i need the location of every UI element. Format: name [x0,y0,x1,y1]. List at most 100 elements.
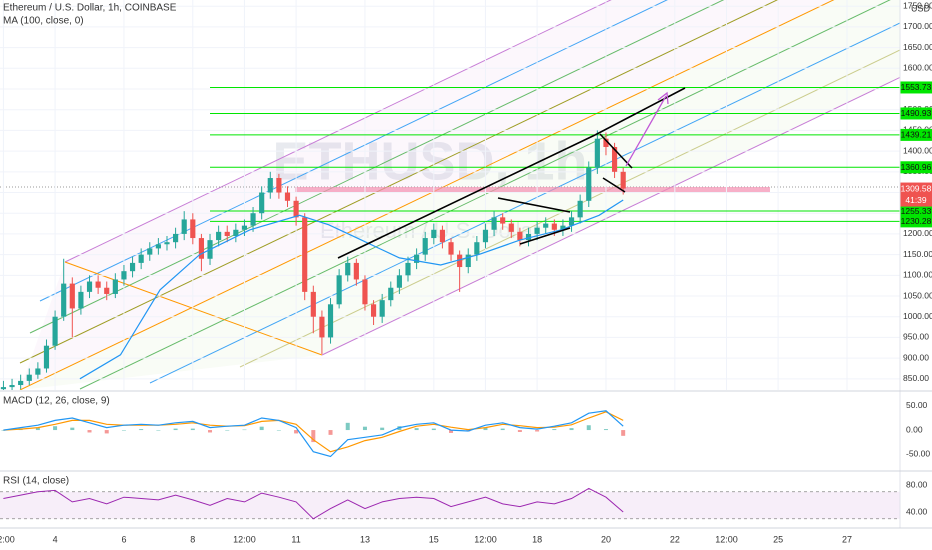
candles [0,130,626,390]
histogram-bar [70,427,75,431]
candle-body [259,192,265,214]
y-tick-label: 1000.00 [903,311,932,321]
y-tick-label: 900.00 [903,352,929,362]
candle-body [525,233,532,241]
histogram-bar [535,430,540,432]
y-tick-label: -50.00 [906,448,930,458]
histogram-bar [569,428,574,431]
y-tick-label: 1200.00 [903,228,932,238]
candle-body [379,300,385,317]
x-tick-label: 13 [360,534,370,544]
y-tick-label: 850.00 [903,373,929,383]
flag-line [599,133,633,169]
histogram-bar [87,430,92,433]
ma-line [79,199,624,380]
x-tick-label: 6 [121,534,126,544]
candle-body [568,217,575,226]
candle-body [327,304,334,338]
rsi-line [3,487,624,520]
candle-body [336,275,342,305]
histogram-bar [242,429,247,431]
histogram-bar [586,425,591,431]
level-label: 1490.93 [901,108,932,118]
signal-line [3,411,624,453]
y-tick-label: 40.00 [906,506,928,516]
x-tick-label: 25 [773,534,783,544]
candle-body [611,146,618,172]
x-tick-label: 20 [601,534,611,544]
triangle-line [519,227,571,245]
levels [210,86,900,222]
last-price-box [900,182,932,207]
histogram-bar [139,429,144,431]
x-tick-label: 22 [670,534,680,544]
y-tick-label: 950.00 [903,332,929,342]
x-tick-label: 11 [291,534,300,544]
histogram-bar [311,430,316,443]
histogram-bar [345,422,350,431]
histogram-bar [362,426,367,431]
candle-body [448,242,454,255]
candle-body [414,254,420,263]
candle-body [603,138,609,147]
candle-body [18,380,24,386]
triangle-line [497,197,571,213]
candle-body [482,229,489,243]
level-label-box [900,128,932,141]
rsi-band [0,491,900,519]
candle-body [310,291,316,317]
candle-body [422,238,428,255]
histogram-bar [483,427,488,431]
candle-body [551,223,557,230]
histogram-bar [190,428,195,431]
candle-body [233,229,239,236]
histogram-bar [294,430,299,434]
y-tick-label: 1650.00 [903,42,932,52]
histogram-bar [414,428,419,431]
histogram-bar [328,430,333,435]
candle-body [35,368,41,375]
axis-unit: USD [911,3,931,13]
candle-body [465,254,471,268]
y-tick-label: 1100.00 [903,270,932,280]
level-label-box [900,107,932,120]
pitchfork-fill-lower [20,0,900,390]
macd-line [3,410,624,458]
candle-body [560,225,566,230]
x-tick-label: 12:00 [0,534,15,544]
y-tick-label: 50.00 [906,400,928,410]
y-tick-label: 1750.00 [903,0,932,10]
y-tick-label: 1600.00 [903,63,932,73]
y-tick-label: 80.00 [906,479,928,489]
projection-arrow [625,95,667,167]
candle-body [78,291,84,309]
candle-body [284,192,291,201]
chart-title: Ethereum / U.S. Dollar, 1h, COINBASE [3,3,177,14]
candle-body [594,138,600,168]
candle-body [216,231,222,241]
candle-body [104,287,110,294]
x-tick-label: 27 [842,534,852,544]
histogram-bar [552,429,557,431]
y-tick-label: 1700.00 [903,21,932,31]
histogram-bar [208,430,213,433]
pitchfork-handle [64,261,323,356]
trend-line [594,87,686,136]
level-label: 1439.21 [901,130,932,140]
candle-body [388,287,394,301]
countdown-label: 41:39 [905,195,927,205]
candle-body [61,283,67,317]
level-label: 1255.33 [901,206,932,216]
candle-body [276,178,282,193]
candle-body [620,171,626,189]
candle-body [112,279,118,294]
candle-body [69,283,75,309]
histogram-bar [449,430,454,433]
candle-body [267,178,273,193]
pitchfork-upper [64,0,612,263]
main-panel [0,0,900,390]
candle-body [52,316,58,346]
histogram-bar [156,430,161,431]
